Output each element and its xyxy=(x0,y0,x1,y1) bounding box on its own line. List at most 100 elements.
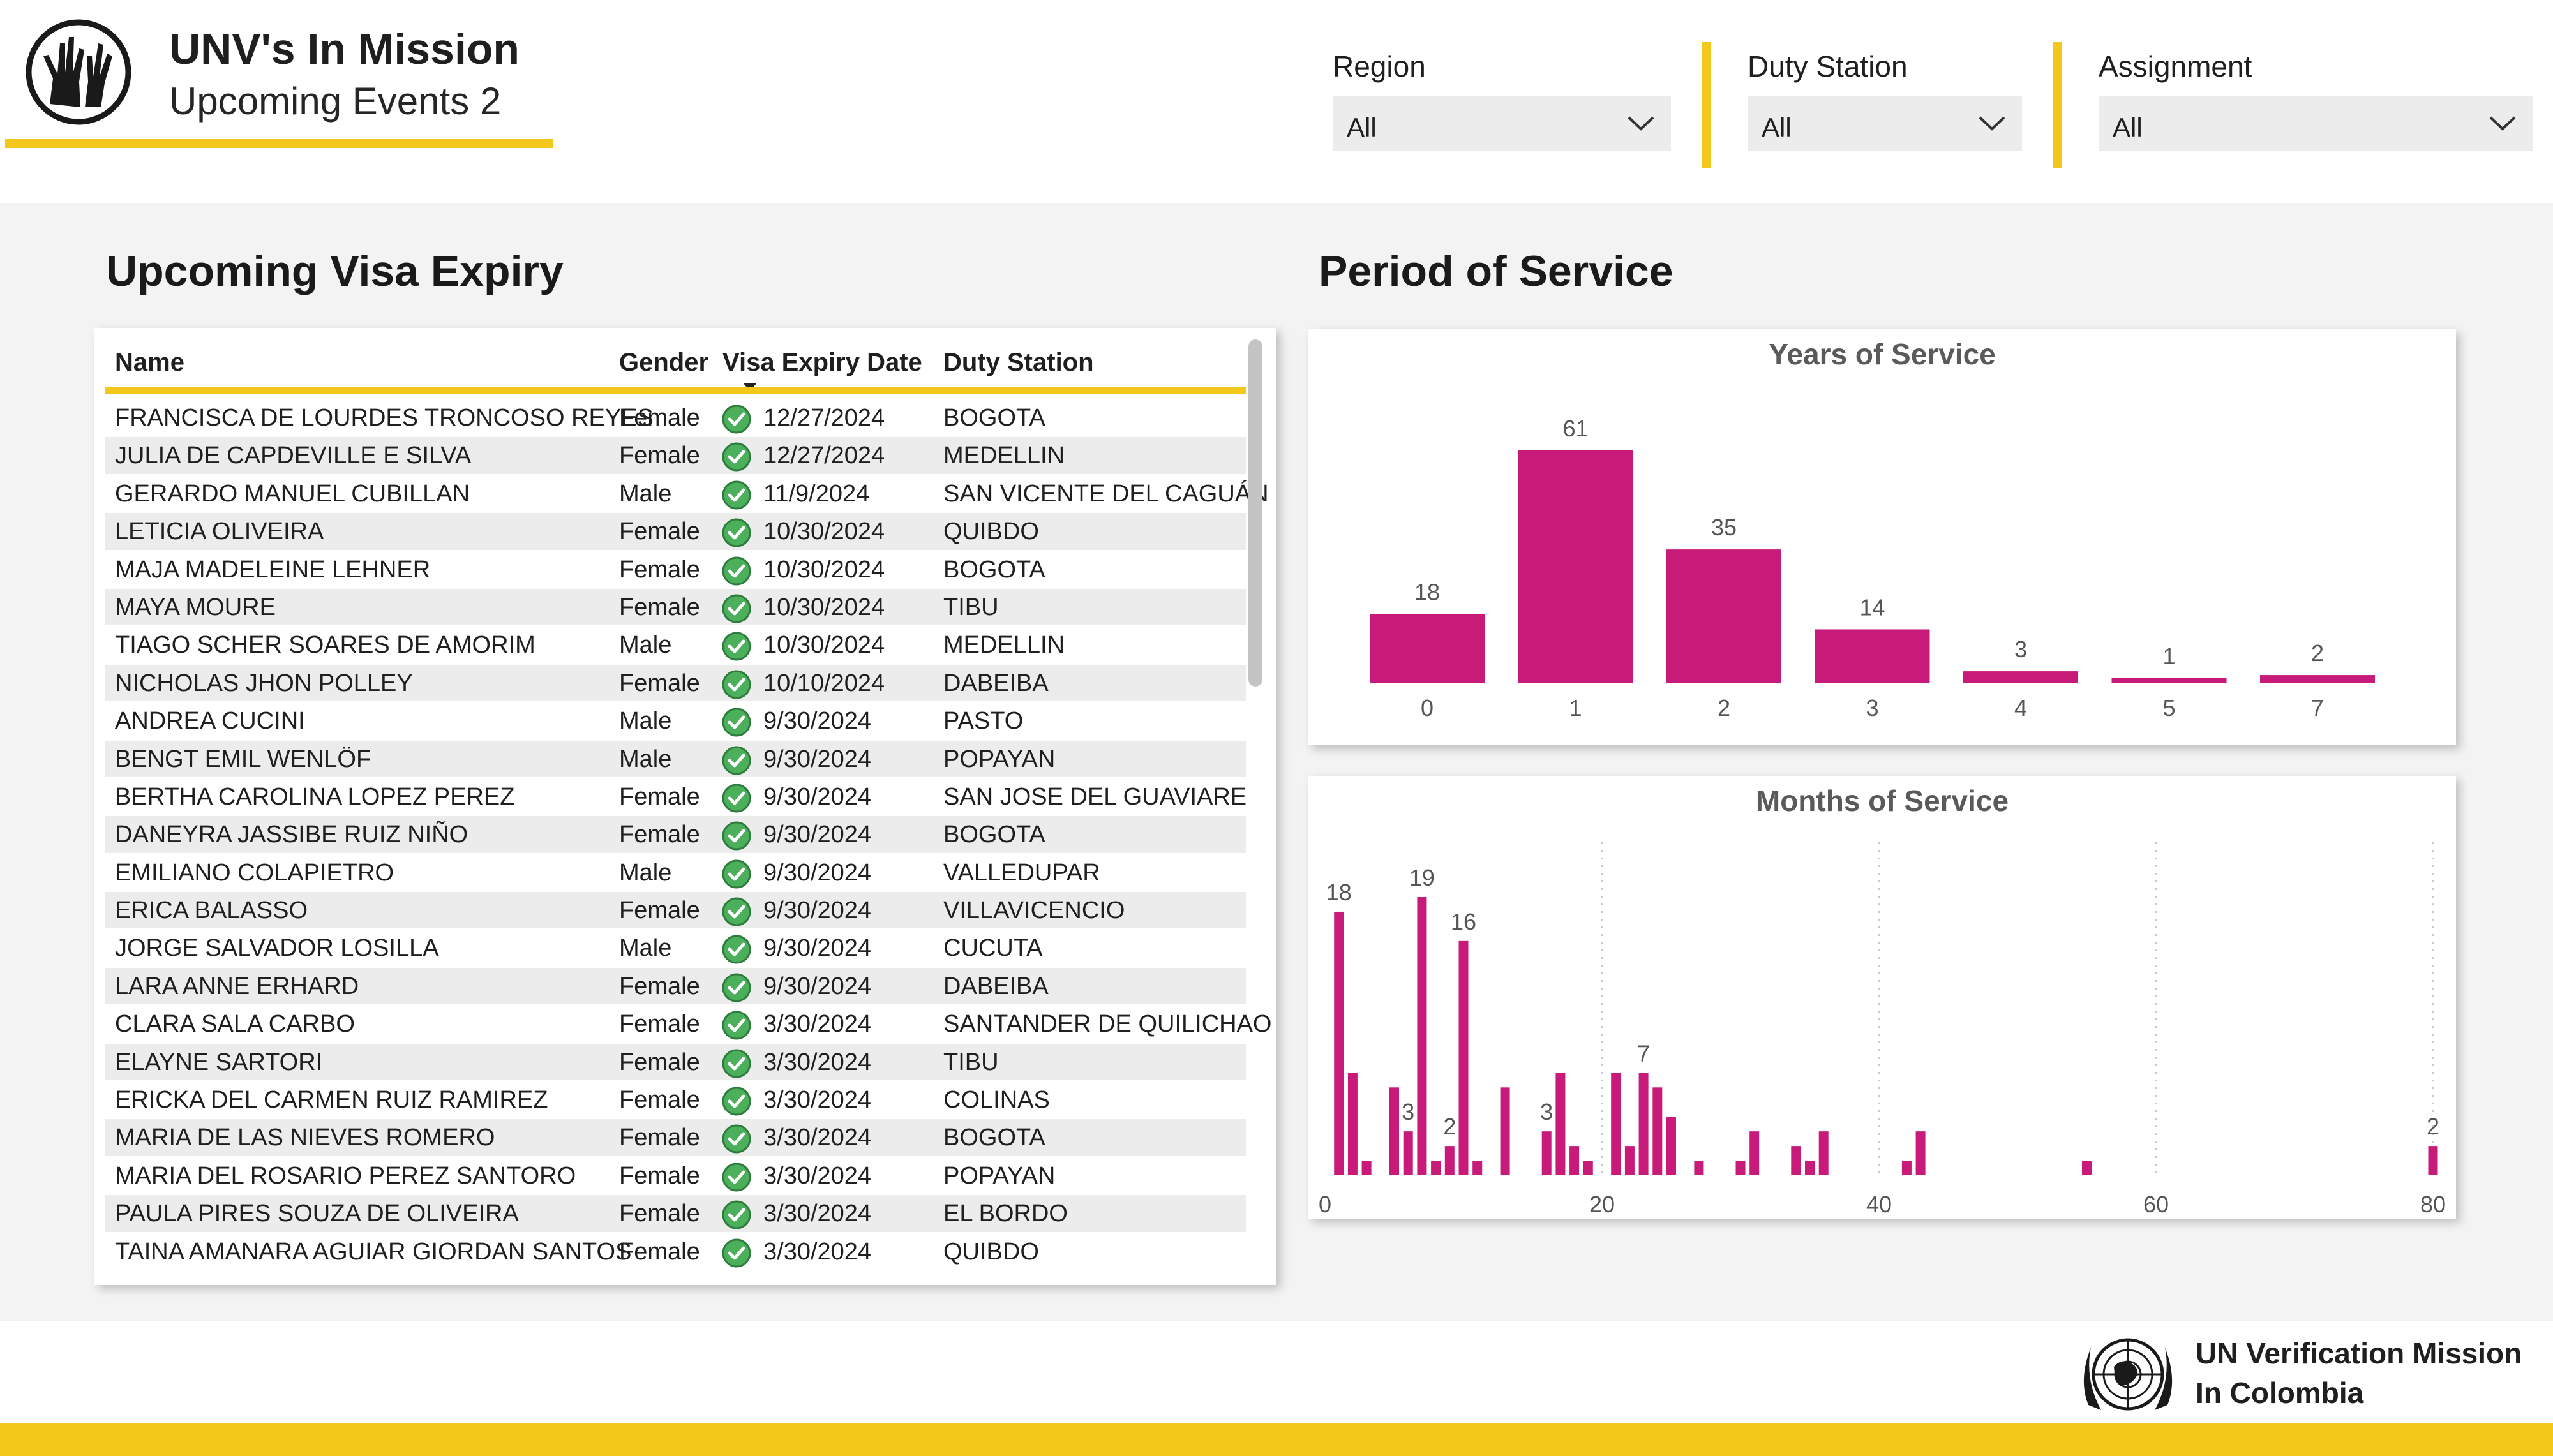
table-row[interactable]: TAINA AMANARA AGUIAR GIORDAN SANTOS Femal… xyxy=(105,1233,1246,1271)
table-row[interactable]: JORGE SALVADOR LOSILLA Male 9/30/2024 CUCUT… xyxy=(105,930,1246,968)
data-label: 16 xyxy=(1451,909,1476,935)
cell-visa-expiry-date: 9/30/2024 xyxy=(763,972,872,1000)
bar xyxy=(1361,1161,1372,1175)
cell-visa-expiry-date: 10/30/2024 xyxy=(763,556,885,583)
cell-duty-station: POPAYAN xyxy=(943,745,1056,773)
x-tick-label: 80 xyxy=(2420,1191,2446,1217)
region-dropdown[interactable]: All xyxy=(1333,96,1671,151)
cell-visa-expiry-date: 10/30/2024 xyxy=(763,518,885,546)
bar xyxy=(1694,1161,1704,1175)
table-row[interactable]: MARIA DEL ROSARIO PEREZ SANTORO Female 3/3… xyxy=(105,1157,1246,1196)
data-label: 3 xyxy=(1540,1099,1553,1125)
cell-gender: Female xyxy=(619,783,700,810)
cell-visa-expiry-date: 10/10/2024 xyxy=(763,669,885,697)
cell-duty-station: QUIBDO xyxy=(943,518,1039,546)
data-label: 35 xyxy=(1711,514,1737,540)
cell-name: EMILIANO COLAPIETRO xyxy=(115,859,394,886)
cell-visa-expiry-date: 12/27/2024 xyxy=(763,405,885,431)
table-row[interactable]: DANEYRA JASSIBE RUIZ NIÑO Female 9/30/2024… xyxy=(105,816,1246,854)
table-row[interactable]: LETICIA OLIVEIRA Female 10/30/2024 QUIBDO xyxy=(105,513,1246,551)
bar xyxy=(2428,1146,2438,1175)
filter-divider xyxy=(1702,42,1711,168)
un-emblem-icon xyxy=(2083,1338,2173,1411)
data-label: 3 xyxy=(2014,636,2027,662)
data-label: 7 xyxy=(1637,1040,1650,1066)
column-header-name[interactable]: Name xyxy=(115,348,184,376)
x-tick-label: 7 xyxy=(2311,695,2324,721)
cell-duty-station: COLINAS xyxy=(943,1087,1050,1114)
chevron-down-icon xyxy=(1979,116,2005,131)
cell-duty-station: BOGOTA xyxy=(943,821,1045,849)
cell-gender: Female xyxy=(619,897,700,925)
cell-visa-expiry-date: 3/30/2024 xyxy=(763,1124,872,1152)
bar xyxy=(2111,678,2227,683)
months-chart-title: Months of Service xyxy=(1755,784,2009,817)
cell-gender: Male xyxy=(619,859,672,886)
table-row[interactable]: MAYA MOURE Female 10/30/2024 TIBU xyxy=(105,588,1246,627)
column-header-duty-station[interactable]: Duty Station xyxy=(943,348,1094,376)
bar xyxy=(1334,911,1344,1175)
green-check-icon xyxy=(722,1049,751,1078)
green-check-icon xyxy=(722,594,751,623)
cell-visa-expiry-date: 3/30/2024 xyxy=(763,1238,872,1265)
table-row[interactable]: LARA ANNE ERHARD Female 9/30/2024 DABEIBA xyxy=(105,967,1246,1006)
bar xyxy=(1431,1161,1441,1175)
green-check-icon xyxy=(722,1011,751,1040)
cell-visa-expiry-date: 10/30/2024 xyxy=(763,593,885,621)
years-of-service-chart: Years of Service 18 0 61 1 35 2 14 3 3 4 1 5 2 7 xyxy=(1308,329,2456,745)
chevron-down-icon xyxy=(1628,116,1654,131)
table-row[interactable]: ANDREA CUCINI Male 9/30/2024 PASTO xyxy=(105,702,1246,741)
bar xyxy=(1444,1146,1455,1175)
table-row[interactable]: NICHOLAS JHON POLLEY Female 10/10/2024 DABE… xyxy=(105,664,1246,703)
filter-divider xyxy=(2053,42,2062,168)
cell-visa-expiry-date: 9/30/2024 xyxy=(763,859,872,886)
cell-name: LARA ANNE ERHARD xyxy=(115,972,359,1000)
table-row[interactable]: ELAYNE SARTORI Female 3/30/2024 TIBU xyxy=(105,1043,1246,1082)
cell-duty-station: POPAYAN xyxy=(943,1162,1056,1189)
table-row[interactable]: EMILIANO COLAPIETRO Male 9/30/2024 VALLEDUP… xyxy=(105,854,1246,893)
table-row[interactable]: JULIA DE CAPDEVILLE E SILVA Female 12/27/2… xyxy=(105,437,1246,475)
cell-duty-station: DABEIBA xyxy=(943,972,1049,1000)
table-row[interactable]: MAJA MADELEINE LEHNER Female 10/30/2024 BOG… xyxy=(105,551,1246,589)
cell-name: LETICIA OLIVEIRA xyxy=(115,518,324,546)
cell-visa-expiry-date: 12/27/2024 xyxy=(763,442,885,470)
cell-duty-station: BOGOTA xyxy=(943,556,1045,583)
x-tick-label: 1 xyxy=(1569,695,1582,721)
column-header-visa-expiry-date[interactable]: Visa Expiry Date xyxy=(722,348,922,376)
data-label: 14 xyxy=(1859,594,1885,620)
bar xyxy=(1518,450,1633,683)
data-label: 61 xyxy=(1562,415,1588,442)
cell-duty-station: BOGOTA xyxy=(943,1124,1045,1152)
table-row[interactable]: MARIA DE LAS NIEVES ROMERO Female 3/30/202… xyxy=(105,1119,1246,1157)
x-tick-label: 40 xyxy=(1866,1191,1892,1217)
cell-duty-station: TIBU xyxy=(943,593,999,621)
table-row[interactable]: CLARA SALA CARBO Female 3/30/2024 SANTANDER… xyxy=(105,1006,1271,1044)
table-row[interactable]: FRANCISCA DE LOURDES TRONCOSO REYES Femal… xyxy=(105,399,1246,438)
table-row[interactable]: PAULA PIRES SOUZA DE OLIVEIRA Female 3/30/… xyxy=(105,1195,1246,1233)
table-row[interactable]: GERARDO MANUEL CUBILLAN Male 11/9/2024 SAN … xyxy=(105,475,1269,514)
column-header-gender[interactable]: Gender xyxy=(619,348,709,376)
green-check-icon xyxy=(722,897,751,926)
table-row[interactable]: BENGT EMIL WENLÖF Male 9/30/2024 POPAYAN xyxy=(105,740,1246,778)
assignment-dropdown[interactable]: All xyxy=(2099,96,2533,151)
table-row[interactable]: TIAGO SCHER SOARES DE AMORIM Male 10/30/20… xyxy=(105,627,1246,665)
duty-station-dropdown[interactable]: All xyxy=(1748,96,2022,151)
bar xyxy=(1805,1161,1815,1175)
table-header: Name Gender Visa Expiry Date Duty Statio… xyxy=(105,339,1245,398)
table-row[interactable]: ERICA BALASSO Female 9/30/2024 VILLAVICENCI… xyxy=(105,892,1246,930)
cell-name: BERTHA CAROLINA LOPEZ PEREZ xyxy=(115,783,515,810)
table-row[interactable]: BERTHA CAROLINA LOPEZ PEREZ Female 9/30/20… xyxy=(105,778,1247,817)
cell-duty-station: SANTANDER DE QUILICHAO xyxy=(943,1011,1272,1038)
assignment-filter: Assignment All xyxy=(2099,46,2533,151)
bar xyxy=(1791,1146,1801,1175)
report-footer: UN Verification Mission In Colombia xyxy=(0,1321,2553,1456)
cell-visa-expiry-date: 3/30/2024 xyxy=(763,1087,872,1114)
cell-visa-expiry-date: 3/30/2024 xyxy=(763,1162,872,1189)
cell-gender: Male xyxy=(619,708,672,735)
table-row[interactable]: ERICKA DEL CARMEN RUIZ RAMIREZ Female 3/30… xyxy=(105,1081,1246,1120)
table-body: FRANCISCA DE LOURDES TRONCOSO REYES Femal… xyxy=(105,399,1271,1271)
cell-duty-station: SAN JOSE DEL GUAVIARE xyxy=(943,783,1247,810)
table-scrollbar[interactable] xyxy=(1248,339,1262,687)
green-check-icon xyxy=(722,1087,751,1116)
